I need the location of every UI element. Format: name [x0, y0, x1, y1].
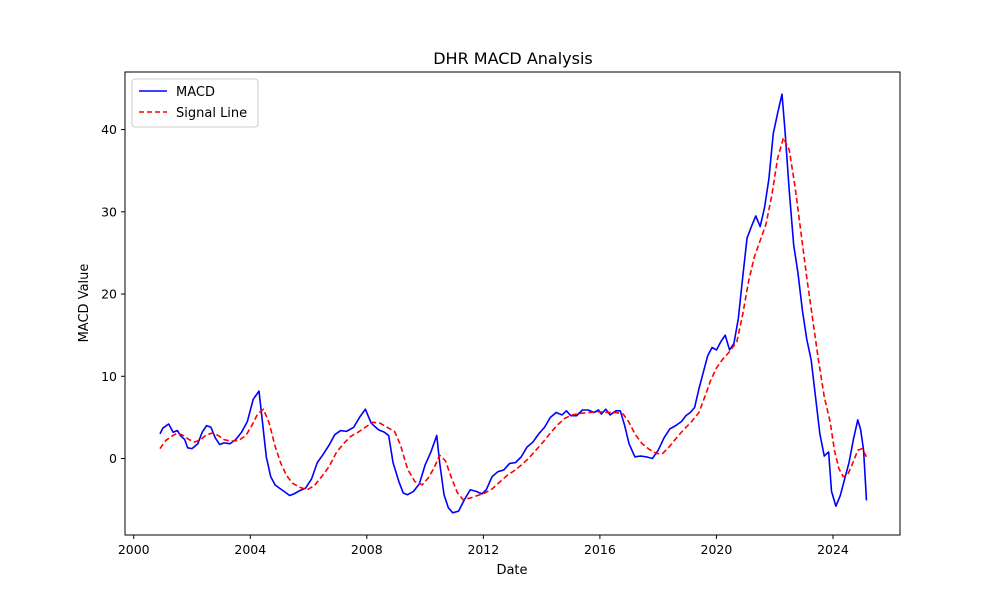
legend-macd-label: MACD — [176, 85, 215, 100]
y-tick-label: 40 — [101, 122, 117, 137]
x-tick-label: 2020 — [701, 542, 733, 557]
x-axis-label: Date — [496, 563, 527, 578]
macd-series-line — [159, 93, 868, 514]
y-tick-label: 30 — [101, 204, 117, 219]
chart-title: DHR MACD Analysis — [433, 49, 593, 68]
x-tick-label: 2012 — [467, 542, 499, 557]
x-tick-label: 2004 — [234, 542, 266, 557]
x-axis: 2000 2004 2008 2012 2016 2020 2024 — [118, 535, 849, 557]
x-tick-label: 2024 — [817, 542, 849, 557]
signal-series-line — [159, 136, 868, 501]
legend: MACD Signal Line — [131, 78, 259, 128]
legend-signal-label: Signal Line — [176, 106, 247, 121]
x-tick-label: 2008 — [351, 542, 383, 557]
plot-area-frame — [124, 71, 901, 536]
y-tick-label: 10 — [101, 369, 117, 384]
x-tick-label: 2000 — [118, 542, 150, 557]
y-tick-label: 20 — [101, 287, 117, 302]
y-axis: 0 10 20 30 40 — [101, 122, 125, 466]
y-tick-label: 0 — [109, 451, 117, 466]
x-tick-label: 2016 — [584, 542, 616, 557]
y-axis-label: MACD Value — [77, 264, 92, 343]
